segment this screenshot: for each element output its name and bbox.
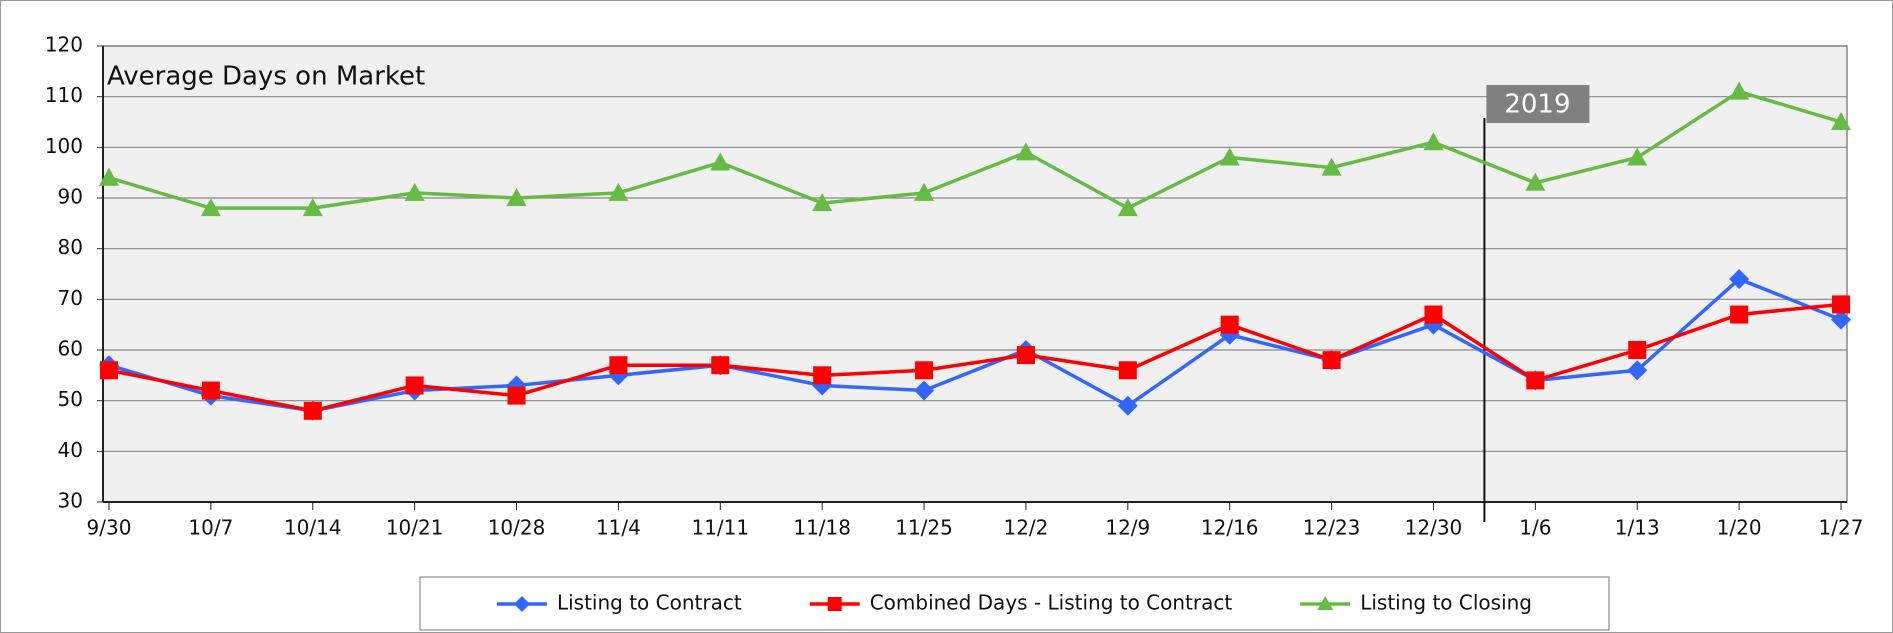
marker: [99, 167, 119, 186]
y-tick-label: 100: [45, 134, 83, 158]
marker: [710, 152, 731, 171]
x-tick-label: 10/14: [284, 516, 342, 540]
y-tick-label: 40: [58, 438, 83, 462]
y-tick-label: 70: [58, 286, 83, 310]
marker: [1015, 142, 1036, 161]
y-tick-label: 50: [58, 387, 83, 411]
marker: [1729, 269, 1750, 290]
marker: [201, 381, 220, 400]
series-line: [108, 89, 1842, 211]
marker: [303, 401, 322, 420]
marker: [1219, 147, 1240, 166]
legend-marker: [1317, 596, 1334, 610]
x-tick-label: 10/21: [386, 516, 444, 540]
marker: [506, 188, 527, 206]
legend-label: Combined Days - Listing to Contract: [870, 591, 1233, 615]
x-tick-label: 12/2: [1003, 516, 1048, 540]
marker: [1322, 351, 1341, 370]
marker: [1117, 198, 1138, 217]
x-tick-label: 11/4: [596, 516, 641, 540]
y-tick-label: 80: [58, 235, 83, 259]
x-tick-label: 12/30: [1405, 516, 1463, 540]
y-tick-label: 120: [45, 33, 83, 57]
marker: [1016, 346, 1035, 365]
marker: [813, 366, 832, 385]
y-tick-label: 30: [58, 489, 83, 513]
annotation-box: [1486, 85, 1590, 123]
series-line: [108, 302, 1842, 413]
marker: [1730, 305, 1749, 324]
marker: [711, 356, 730, 375]
marker: [608, 182, 629, 201]
marker: [405, 376, 424, 395]
marker: [1117, 395, 1138, 416]
marker: [914, 182, 935, 201]
marker: [609, 356, 628, 375]
marker: [1831, 309, 1851, 330]
marker: [1220, 315, 1239, 334]
marker: [1526, 371, 1545, 390]
y-tick-label: 60: [58, 337, 83, 361]
marker: [1729, 81, 1750, 100]
marker: [404, 182, 425, 201]
x-tick-label: 10/7: [188, 516, 233, 540]
legend-marker: [513, 596, 530, 612]
marker: [100, 361, 118, 380]
marker: [812, 193, 833, 212]
legend-label: Listing to Contract: [557, 591, 742, 615]
x-tick-label: 12/23: [1303, 516, 1361, 540]
legend-box: [419, 576, 1610, 631]
x-tick-label: 1/20: [1717, 516, 1762, 540]
x-tick-label: 11/25: [895, 516, 953, 540]
x-tick-label: 12/9: [1105, 516, 1150, 540]
marker: [1525, 172, 1546, 191]
x-tick-label: 12/16: [1201, 516, 1259, 540]
x-tick-label: 1/6: [1519, 516, 1551, 540]
x-tick-label: 1/13: [1615, 516, 1660, 540]
series-line: [108, 277, 1842, 413]
marker: [915, 361, 934, 380]
marker: [1118, 361, 1137, 380]
legend-label: Listing to Closing: [1360, 591, 1532, 615]
marker: [1627, 360, 1648, 381]
marker: [1832, 295, 1850, 314]
chart-title: Average Days on Market: [107, 62, 425, 92]
x-tick-label: 9/30: [87, 516, 132, 540]
annotation-label: 2019: [1504, 90, 1570, 120]
legend-marker: [827, 597, 842, 611]
marker: [1423, 132, 1444, 151]
marker: [507, 386, 526, 405]
marker: [1831, 112, 1851, 130]
marker: [1424, 305, 1443, 324]
x-tick-label: 1/27: [1819, 516, 1864, 540]
marker: [302, 198, 323, 217]
marker: [200, 198, 221, 217]
x-tick-label: 10/28: [488, 516, 546, 540]
marker: [1321, 157, 1342, 176]
x-tick-label: 11/11: [691, 516, 749, 540]
y-tick-label: 110: [45, 83, 83, 107]
marker: [914, 380, 935, 401]
marker: [1628, 341, 1647, 359]
x-tick-label: 11/18: [793, 516, 851, 540]
y-tick-label: 90: [58, 185, 83, 209]
marker: [1627, 147, 1648, 166]
